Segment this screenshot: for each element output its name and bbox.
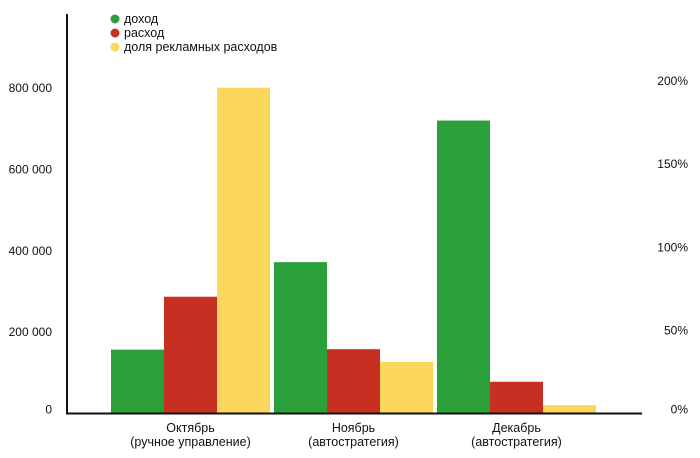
bar-0-2	[437, 120, 490, 413]
legend-marker	[110, 28, 120, 38]
bar-0-0	[111, 349, 164, 413]
right-tick-label: 50%	[664, 323, 688, 337]
bars	[111, 87, 596, 413]
category-label: Декабрь	[492, 421, 541, 435]
category-labels: Октябрь(ручное управление)Ноябрь(автостр…	[130, 421, 562, 449]
category-label: (автостратегия)	[471, 435, 562, 449]
bar-1-2	[490, 381, 543, 413]
bar-1-1	[327, 349, 380, 413]
right-tick-label: 150%	[657, 157, 688, 171]
left-tick-label: 0	[45, 403, 52, 417]
bar-0-1	[274, 262, 327, 413]
legend-label: расход	[124, 26, 165, 40]
legend-marker	[110, 14, 120, 24]
tick-labels: 0 200 000 400 000 600 000 800 000 0% 50% 100% 15…	[9, 74, 689, 417]
legend-label: доход	[124, 12, 159, 26]
left-tick-label: 400 000	[9, 244, 53, 258]
bar-2-2	[543, 405, 596, 413]
legend-marker	[110, 42, 120, 52]
category-label: Ноябрь	[332, 421, 375, 435]
right-tick-label: 0%	[671, 403, 689, 417]
legend-label: доля рекламных расходов	[124, 40, 278, 54]
right-tick-label: 200%	[657, 74, 688, 88]
left-tick-label: 800 000	[9, 81, 53, 95]
category-label: (ручное управление)	[130, 435, 251, 449]
axes	[66, 14, 642, 415]
category-label: (автостратегия)	[308, 435, 399, 449]
bar-2-1	[380, 361, 433, 413]
category-label: Октябрь	[166, 421, 214, 435]
left-tick-label: 200 000	[9, 325, 53, 339]
right-tick-label: 100%	[657, 240, 688, 254]
left-tick-label: 600 000	[9, 162, 53, 176]
bar-2-0	[217, 87, 270, 413]
bar-1-0	[164, 296, 217, 413]
